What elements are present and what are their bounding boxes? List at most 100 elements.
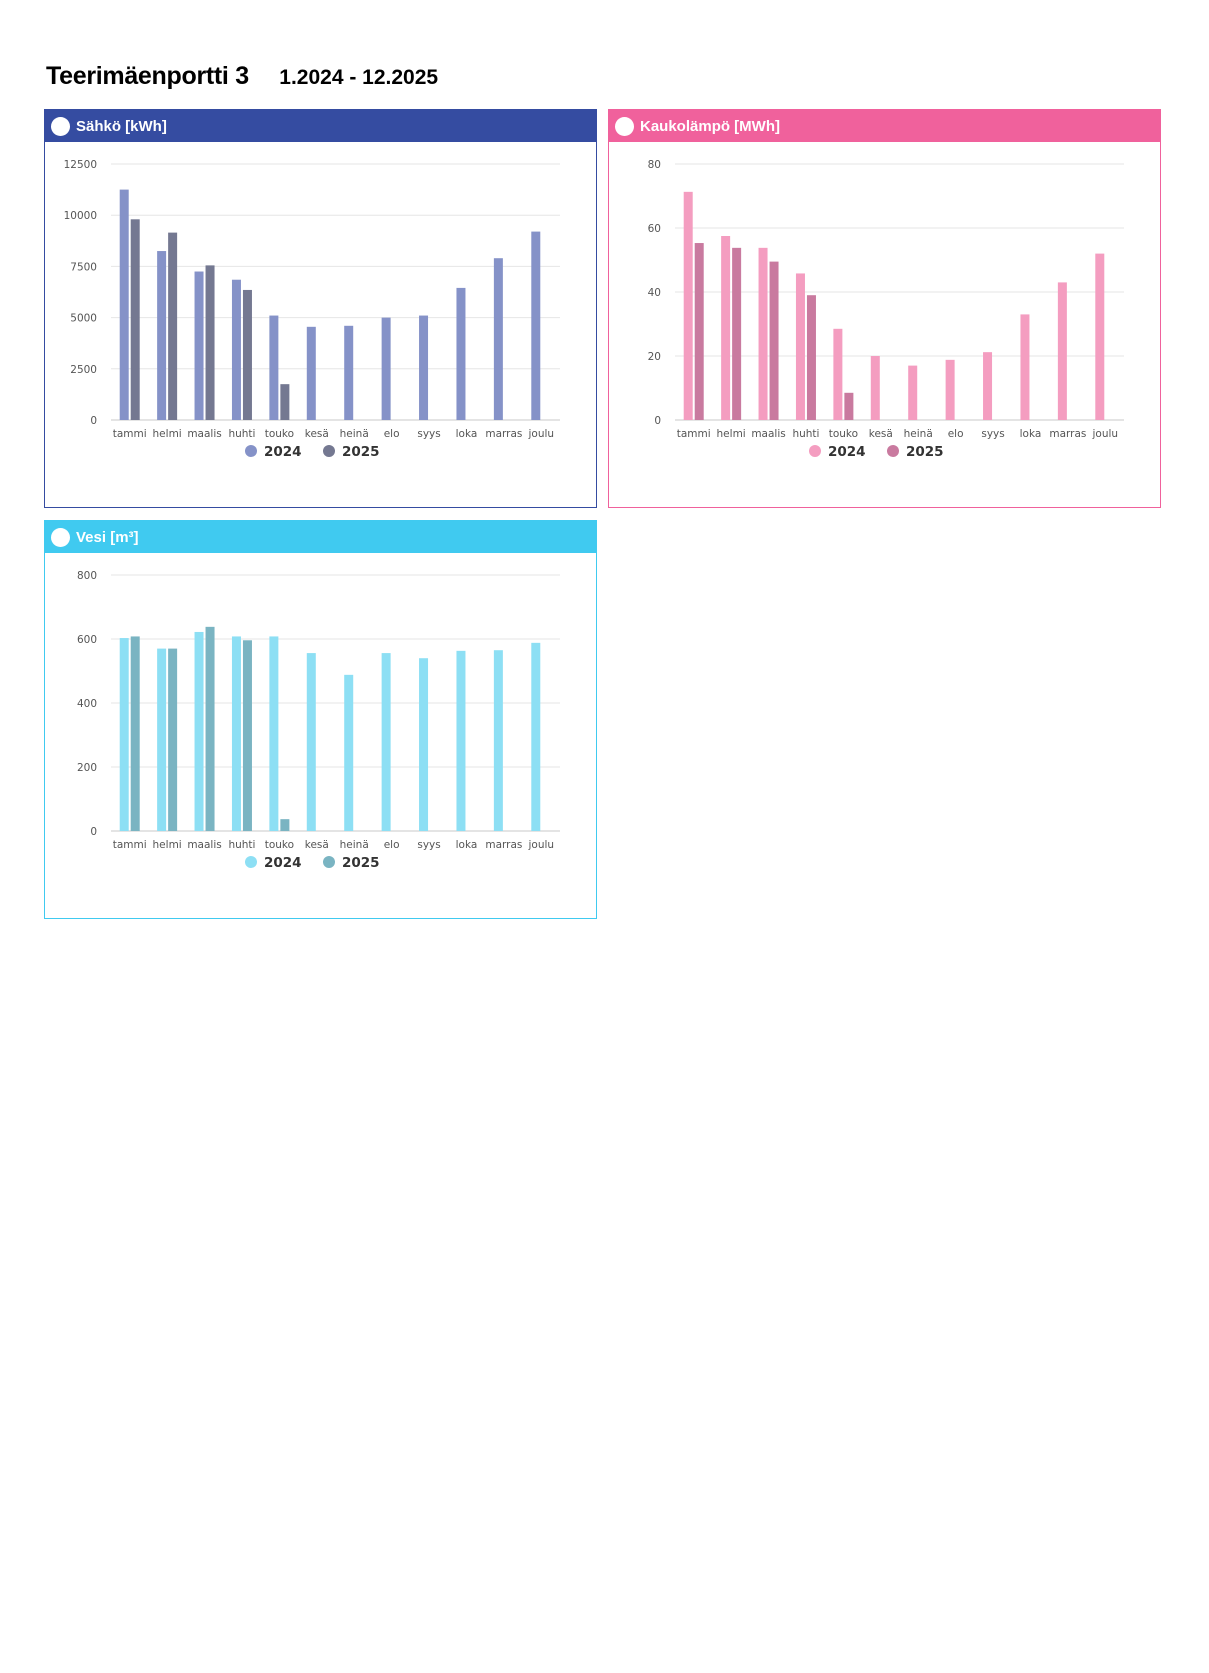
bar-2024-syys[interactable] [419,315,429,420]
bar-2024-heinä[interactable] [908,365,918,420]
bar-2024-maalis[interactable] [194,271,204,420]
x-tick-label: maalis [751,428,785,440]
x-tick-label: marras [485,839,522,851]
bar-2025-huhti[interactable] [242,640,252,831]
bar-2025-helmi[interactable] [168,232,178,420]
bar-2025-touko[interactable] [844,392,854,420]
y-tick-label: 2500 [70,364,97,376]
bar-2024-marras[interactable] [493,258,503,420]
bar-2024-touko[interactable] [269,636,279,831]
x-tick-label: helmi [717,428,746,440]
x-tick-label: kesä [305,428,329,440]
x-tick-label: elo [384,428,400,440]
y-tick-label: 60 [648,223,661,235]
bar-2024-tammi[interactable] [683,191,693,420]
bar-2024-kesä[interactable] [306,653,316,831]
x-tick-label: joulu [528,839,555,851]
district-heating-chart-panel: Kaukolämpö [MWh] 0 20 40 60 80 tammi helmi maal… [608,109,1161,508]
legend-marker[interactable] [887,445,899,457]
legend-marker[interactable] [245,445,257,457]
bar-2024-joulu[interactable] [531,231,541,420]
legend-label[interactable]: 2024 [264,855,302,871]
bar-2024-elo[interactable] [381,653,391,831]
y-tick-label: 10000 [64,210,97,222]
bar-2024-marras[interactable] [1057,282,1067,420]
legend-label[interactable]: 2025 [906,444,944,460]
legend-marker[interactable] [323,445,335,457]
bar-2024-helmi[interactable] [721,236,731,420]
bar-2024-syys[interactable] [983,352,993,420]
water-chart: 0 200 400 600 800 tammi helmi maalis huhti touko k… [77,570,560,871]
bar-2024-huhti[interactable] [231,279,241,420]
bar-2024-huhti[interactable] [231,636,241,831]
x-tick-label: marras [485,428,522,440]
bar-2025-maalis[interactable] [769,261,779,420]
bar-2024-elo[interactable] [945,359,955,420]
legend-label[interactable]: 2025 [342,855,380,871]
bar-2024-huhti[interactable] [795,273,805,420]
legend-label[interactable]: 2025 [342,444,380,460]
date-range: 1.2024 - 12.2025 [279,66,439,89]
x-tick-label: joulu [1092,428,1119,440]
bar-2024-maalis[interactable] [194,631,204,831]
y-tick-label: 20 [648,351,661,363]
page-title: Teerimäenportti 3 [46,62,249,90]
bar-2024-elo[interactable] [381,317,391,420]
legend-label[interactable]: 2024 [264,444,302,460]
bar-2025-huhti[interactable] [242,289,252,420]
legend-label[interactable]: 2024 [828,444,866,460]
bar-2024-tammi[interactable] [119,638,129,831]
bar-2024-syys[interactable] [419,658,429,831]
legend-marker[interactable] [809,445,821,457]
electricity-chart-panel: Sähkö [kWh] 0 2500 5000 7500 10000 12500 tammi… [44,109,597,508]
y-tick-label: 40 [648,287,661,299]
x-tick-label: huhti [228,839,255,851]
bar-2024-tammi[interactable] [119,189,129,420]
bar-2024-joulu[interactable] [531,642,541,831]
y-tick-label: 0 [654,415,661,427]
x-tick-label: touko [265,428,294,440]
legend-marker[interactable] [323,856,335,868]
x-tick-label: helmi [153,839,182,851]
bar-2024-loka[interactable] [1020,314,1030,420]
circle-icon [615,116,634,136]
bar-2024-loka[interactable] [456,287,466,420]
bar-2025-helmi[interactable] [732,247,742,420]
x-tick-label: maalis [187,428,221,440]
bar-2025-helmi[interactable] [168,648,178,831]
bar-2025-tammi[interactable] [130,636,140,831]
bar-2025-tammi[interactable] [130,219,140,420]
bar-2024-joulu[interactable] [1095,253,1105,420]
bar-2024-kesä[interactable] [870,356,880,420]
district-heating-chart-title: Kaukolämpö [MWh] [640,117,780,135]
bar-2024-touko[interactable] [269,315,279,420]
bar-2025-touko[interactable] [280,384,290,420]
circle-icon [51,527,70,547]
bar-2024-loka[interactable] [456,650,466,831]
bar-2024-helmi[interactable] [157,648,167,831]
circle-icon [51,116,70,136]
x-tick-label: kesä [869,428,893,440]
bar-2025-touko[interactable] [280,819,290,831]
bar-2025-maalis[interactable] [205,626,215,831]
y-tick-label: 400 [77,698,97,710]
water-chart-title: Vesi [m³] [76,528,139,546]
y-tick-label: 0 [90,415,97,427]
bar-2024-heinä[interactable] [344,325,354,420]
bar-2024-heinä[interactable] [344,674,354,831]
bar-2024-marras[interactable] [493,650,503,831]
water-panel-header: Vesi [m³] [45,521,596,553]
y-tick-label: 12500 [64,159,97,171]
bar-2024-kesä[interactable] [306,326,316,420]
bar-2024-maalis[interactable] [758,247,768,420]
bar-2024-helmi[interactable] [157,251,167,420]
legend-marker[interactable] [245,856,257,868]
bar-2024-touko[interactable] [833,328,843,420]
district-heating-panel-header: Kaukolämpö [MWh] [609,110,1160,142]
x-tick-label: heinä [340,428,369,440]
bar-2025-tammi[interactable] [694,243,704,420]
water-chart-panel: Vesi [m³] 0 200 400 600 800 tammi helmi maalis h… [44,520,597,919]
bar-2025-maalis[interactable] [205,265,215,420]
bar-2025-huhti[interactable] [806,295,816,420]
